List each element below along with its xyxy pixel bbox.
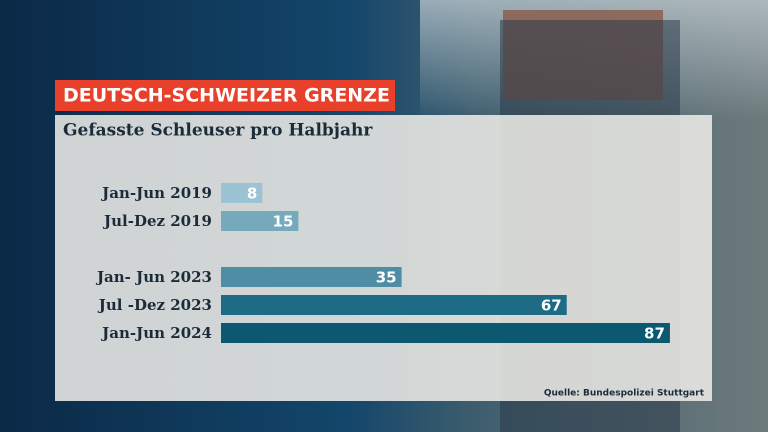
- category-label: Jan- Jun 2023: [95, 268, 212, 286]
- tag: DEUTSCH-SCHWEIZER GRENZE: [63, 85, 390, 107]
- panel: [55, 115, 712, 401]
- value-label: 8: [247, 185, 257, 203]
- source: Quelle: Bundespolizei Stuttgart: [544, 389, 705, 399]
- tag-box: [55, 80, 395, 111]
- value-label: 15: [273, 213, 294, 231]
- bar: [221, 211, 299, 231]
- chart-title: Gefasste Schleuser pro Halbjahr: [63, 121, 373, 141]
- value-label: 67: [541, 297, 562, 315]
- category-label: Jul-Dez 2019: [102, 212, 212, 230]
- bar: [221, 295, 567, 315]
- bar: [221, 267, 402, 287]
- bar: [221, 183, 263, 203]
- value-label: 35: [376, 269, 397, 287]
- category-label: Jul -Dez 2023: [97, 296, 212, 314]
- category-label: Jan-Jun 2024: [100, 324, 212, 342]
- value-label: 87: [644, 325, 665, 343]
- category-label: Jan-Jun 2019: [100, 184, 212, 202]
- bar: [221, 323, 670, 343]
